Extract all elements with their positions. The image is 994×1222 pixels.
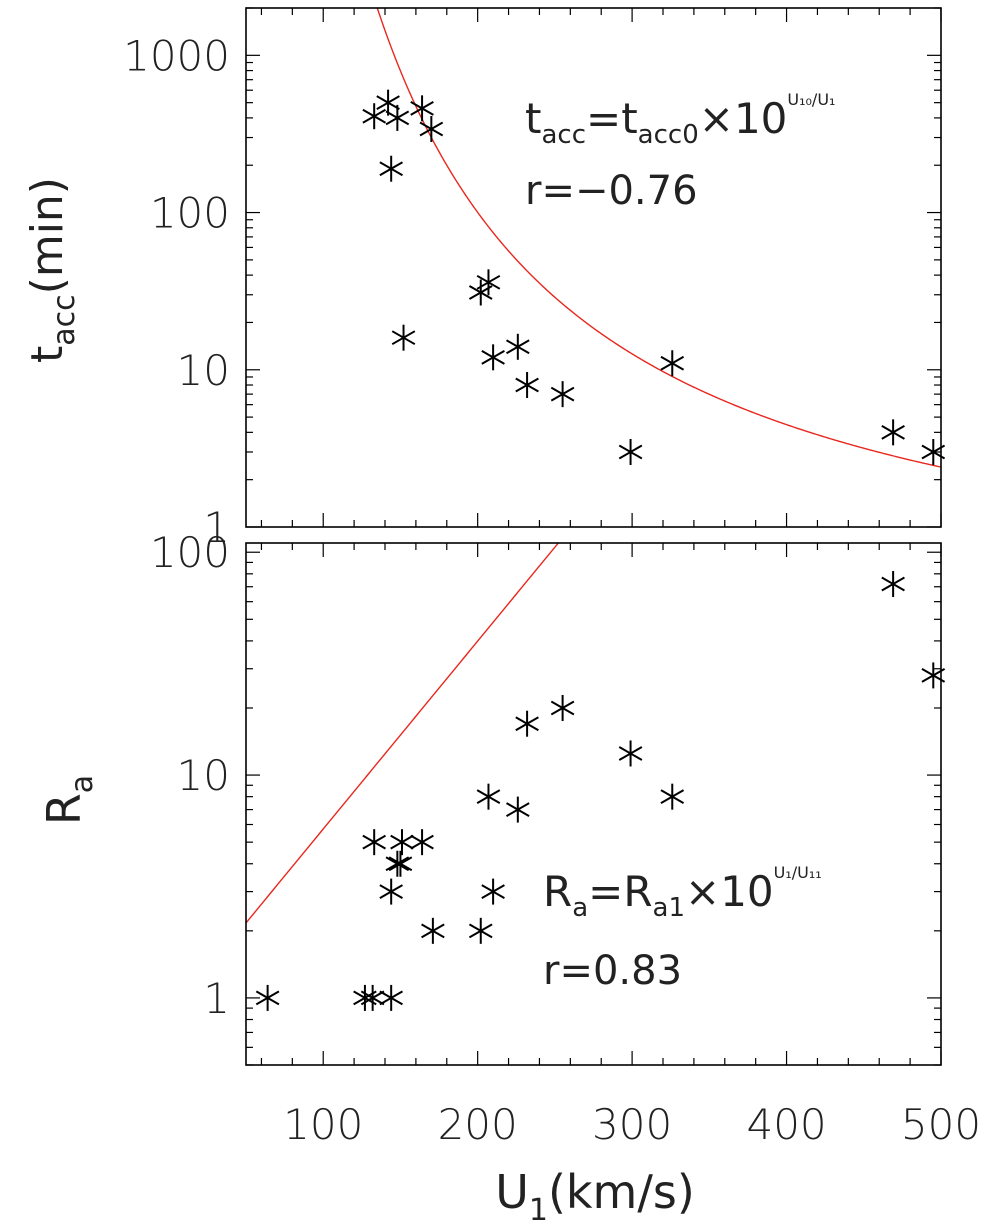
top-data-point <box>618 438 643 465</box>
top-ytick-label: 1 <box>203 503 230 552</box>
bottom-data-point <box>660 783 685 810</box>
top-fit-path <box>376 7 942 468</box>
bottom-data-point <box>468 917 493 944</box>
bottom-xtick-label: 100 <box>283 1100 363 1149</box>
bottom-points <box>255 571 946 1011</box>
bottom-minor-ticks <box>246 543 942 1066</box>
bottom-fit-line <box>245 542 559 924</box>
bottom-r-value: r=0.83 <box>543 948 682 994</box>
bottom-data-point <box>390 829 414 856</box>
bottom-plot-frame <box>245 542 942 1066</box>
bottom-xlabel: U1(km/s) <box>495 1165 695 1222</box>
bottom-xtick-label: 500 <box>901 1100 981 1149</box>
bottom-panel: 1 10 100 100 200 300 400 500 Ra U1(km/s) Ra=Ra… <box>37 528 981 1222</box>
top-data-point <box>515 372 539 399</box>
top-data-point <box>391 324 416 351</box>
bottom-data-point <box>360 984 385 1011</box>
bottom-data-point <box>481 878 505 905</box>
top-data-point <box>376 89 400 116</box>
top-data-point <box>362 103 386 130</box>
top-ytick-label: 100 <box>150 189 230 238</box>
top-fit-curve <box>376 7 942 468</box>
bottom-data-point <box>476 783 501 810</box>
bottom-xtick-label: 400 <box>746 1100 826 1149</box>
bottom-xtick-label: 300 <box>592 1100 672 1149</box>
top-points <box>362 89 946 465</box>
bottom-data-point <box>550 694 575 721</box>
bottom-data-point <box>379 878 403 905</box>
bottom-data-point <box>506 796 530 823</box>
bottom-ytick-label: 10 <box>177 751 230 800</box>
top-ytick-label: 10 <box>177 346 230 395</box>
top-r-value: r=−0.76 <box>525 168 698 214</box>
bottom-data-point <box>410 829 434 856</box>
top-data-point <box>881 419 905 446</box>
bottom-xtick-labels: 100 200 300 400 500 <box>283 1100 981 1149</box>
top-ylabel: tacc(min) <box>22 177 82 363</box>
top-data-point <box>379 155 403 182</box>
top-data-point <box>476 269 501 296</box>
bottom-data-point <box>421 917 445 944</box>
bottom-data-point <box>362 829 386 856</box>
top-data-point <box>410 95 434 122</box>
top-data-point <box>481 344 505 371</box>
bottom-ytick-label: 100 <box>150 528 230 577</box>
bottom-data-point <box>379 984 403 1011</box>
bottom-data-point <box>881 571 905 598</box>
top-ytick-labels: 1 10 100 1000 <box>123 31 230 552</box>
top-panel: 1 10 100 1000 tacc(min) tacc=tacc0×10U₁₀/U₁… <box>22 7 946 552</box>
top-data-point <box>385 104 410 131</box>
bottom-xtick-label: 200 <box>438 1100 518 1149</box>
bottom-fit-path <box>245 542 559 924</box>
top-data-point <box>660 350 685 377</box>
top-ytick-label: 1000 <box>123 31 230 80</box>
bottom-data-point <box>515 710 539 737</box>
bottom-formula: Ra=Ra1×10U₁/U₁₁ <box>543 863 822 923</box>
bottom-ylabel: Ra <box>37 775 100 825</box>
top-data-point <box>506 333 530 360</box>
top-data-point <box>419 115 444 142</box>
top-data-point <box>550 381 575 408</box>
bottom-ytick-labels: 1 10 100 <box>150 528 230 1023</box>
top-plot-frame <box>245 7 942 528</box>
bottom-ytick-label: 1 <box>203 974 230 1023</box>
bottom-data-point <box>618 740 643 767</box>
bottom-data-point <box>385 850 410 877</box>
bottom-data-point <box>255 984 280 1011</box>
top-minor-ticks <box>246 7 942 528</box>
top-formula: tacc=tacc0×10U₁₀/U₁ <box>525 90 835 150</box>
bottom-data-point <box>388 850 413 877</box>
